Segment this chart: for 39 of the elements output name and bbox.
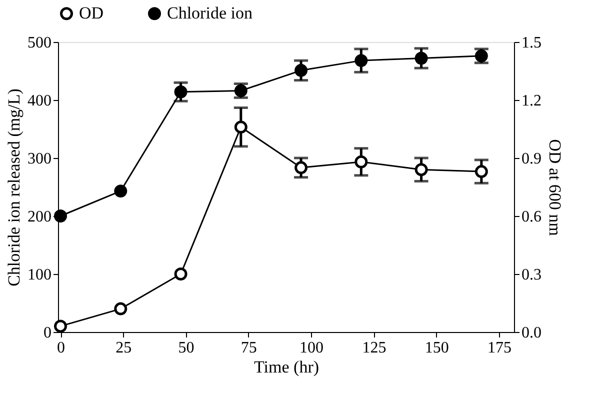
point	[294, 64, 308, 77]
y-tick-label: 0	[44, 324, 52, 342]
point	[54, 210, 67, 222]
y2-tick-label: 0.6	[522, 208, 542, 226]
x-tick-label: 100	[300, 340, 324, 356]
point	[54, 320, 67, 333]
point	[414, 52, 428, 65]
x-tick-label: 75	[240, 340, 257, 356]
y2-tick-label: 0.0	[522, 324, 542, 342]
legend-label: OD	[79, 4, 104, 23]
x-tick-label: 150	[424, 340, 449, 356]
point	[474, 165, 488, 178]
y-tick-label: 300	[28, 150, 52, 168]
y-tick-label: 400	[28, 92, 52, 110]
y-tick-label: 100	[28, 266, 52, 284]
x-tick-label: 125	[362, 340, 386, 356]
point	[114, 184, 128, 198]
x-tick-label: 0	[57, 340, 66, 356]
point	[354, 155, 368, 168]
y-axis-title: Chloride ion released (mg/L)	[4, 88, 24, 286]
y2-tick-label: 0.9	[522, 150, 542, 168]
y2-axis-title: OD at 600 nm	[546, 139, 564, 236]
point	[174, 268, 188, 280]
point	[354, 54, 368, 68]
y2-tick-label: 1.5	[522, 34, 542, 52]
legend-label: Chloride ion	[167, 4, 253, 23]
x-tick-label: 25	[116, 340, 132, 356]
y2-tick-label: 1.2	[522, 92, 542, 110]
point	[234, 120, 248, 134]
y-tick-label: 200	[28, 208, 52, 226]
x-tick-label: 175	[487, 340, 512, 356]
point	[114, 302, 128, 316]
point	[294, 161, 308, 174]
point	[174, 85, 188, 98]
y2-tick-label: 0.3	[522, 266, 542, 284]
point	[414, 163, 428, 176]
x-tick-label: 50	[178, 340, 194, 356]
x-axis-title: Time (hr)	[254, 358, 320, 376]
y-tick-label: 500	[28, 34, 52, 52]
